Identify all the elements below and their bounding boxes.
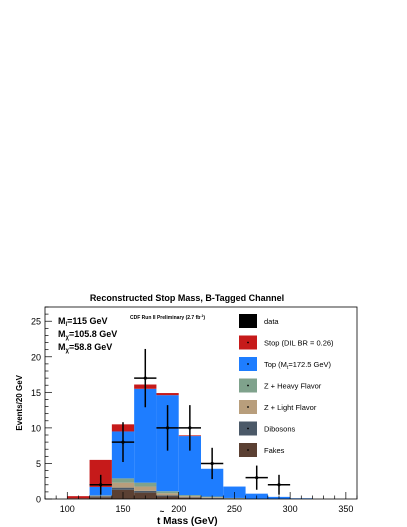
legend-label-0: data (264, 317, 279, 326)
annotation-0: Ml=115 GeV (58, 316, 107, 328)
x-tick-label-1: 150 (115, 504, 130, 514)
bar-series3-bin3 (111, 478, 135, 483)
bar-series2-bin4 (134, 486, 157, 491)
data-point-1 (121, 440, 125, 444)
annotation-2: Mχ=58.8 GeV (58, 342, 112, 354)
bar-series3-bin4 (134, 482, 157, 487)
bar-series1-bin3 (111, 487, 135, 490)
bar-series3-bin5 (156, 491, 179, 494)
x-axis-label: t Mass (GeV) (157, 516, 218, 527)
x-axis-label-suffix: Mass (GeV) (160, 516, 217, 527)
bar-series4-bin4 (134, 388, 157, 483)
x-tick-label-5: 350 (338, 504, 353, 514)
chart-title: Reconstructed Stop Mass, B-Tagged Channe… (90, 293, 284, 303)
legend-swatch-dot-3 (247, 384, 249, 387)
legend-swatch-dot-6 (247, 449, 249, 451)
bar-series4-bin7 (201, 468, 224, 497)
y-tick-label-3: 15 (31, 388, 41, 398)
legend-label-1: Stop (DIL BR = 0.26) (264, 339, 334, 348)
bar-series2-bin3 (111, 482, 135, 488)
legend-label-3: Z + Heavy Flavor (264, 382, 322, 391)
x-tick-label-4: 300 (283, 504, 298, 514)
data-points (89, 348, 291, 495)
y-axis-label: Events/20 GeV (15, 374, 24, 430)
legend-label-2: Top (Mt=172.5 GeV) (264, 360, 332, 371)
bar-series4-bin6 (178, 436, 201, 496)
data-point-4 (188, 426, 192, 430)
y-tick-label-5: 25 (31, 317, 41, 327)
bar-series5-bin2 (89, 459, 112, 487)
legend-swatch-0 (239, 314, 257, 328)
bar-series1-bin4 (134, 490, 157, 493)
legend-swatch-dot-4 (247, 406, 249, 408)
legend-swatch-dot-2 (247, 363, 249, 365)
legend-label-4: Z + Light Flavor (264, 403, 317, 412)
x-axis-label-prefix: t (157, 516, 161, 527)
bar-series2-bin5 (156, 493, 179, 496)
legend-swatch-dot-5 (247, 427, 249, 430)
data-point-6 (255, 476, 259, 480)
annotation-1: Mχ=105.8 GeV (58, 329, 117, 341)
chart-subtitle: CDF Run II Preliminary (2.7 fb-1) (130, 314, 205, 321)
y-tick-label-2: 10 (31, 423, 41, 433)
legend-label-6: Fakes (264, 446, 285, 455)
data-point-0 (99, 483, 103, 487)
y-tick-label-0: 0 (36, 495, 41, 505)
legend-swatch-dot-1 (247, 341, 249, 344)
y-tick-label-1: 5 (36, 459, 41, 469)
data-point-3 (165, 426, 170, 430)
x-tick-label-2: 200 (171, 504, 186, 514)
x-axis-label-tilde: ~ (160, 507, 165, 516)
data-point-7 (277, 483, 281, 487)
axes: 100 150 200 250 300 350 0 5 10 15 20 25 (31, 306, 358, 514)
data-point-2 (143, 376, 147, 380)
x-tick-label-3: 250 (227, 504, 242, 514)
legend-label-5: Dibosons (264, 425, 296, 434)
bar-series5-bin5 (156, 393, 179, 396)
y-tick-label-4: 20 (31, 352, 41, 362)
data-point-5 (210, 461, 214, 466)
x-tick-label-0: 100 (60, 504, 75, 514)
legend: data Stop (DIL BR = 0.26) Top (Mt=172.5 Ge… (239, 314, 334, 457)
